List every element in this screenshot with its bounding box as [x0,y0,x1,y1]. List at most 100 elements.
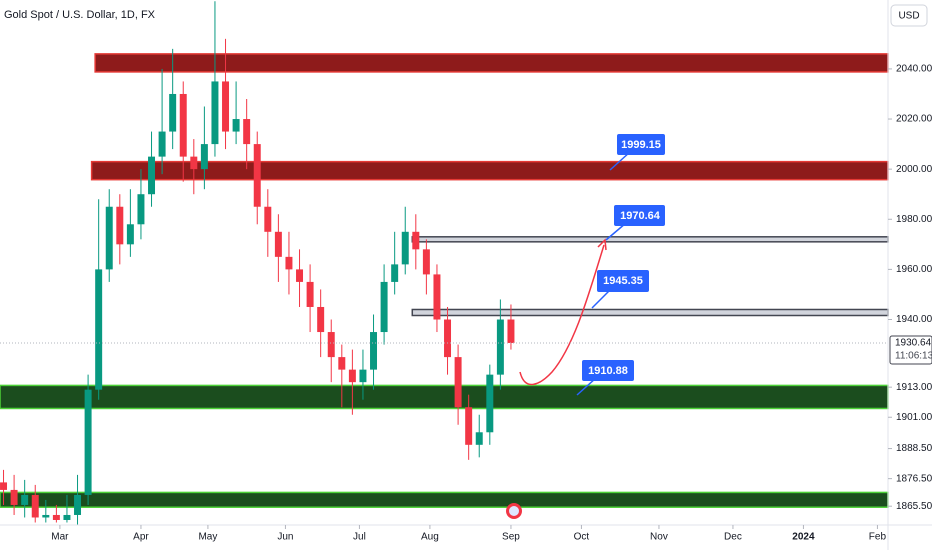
y-tick-label: 1913.00 [896,382,932,393]
x-tick-label: Jul [353,532,366,543]
candle-body [232,119,240,132]
y-tick-label: 1980.00 [896,214,932,225]
candle-body [486,374,494,433]
y-tick-label: 2000.00 [896,164,932,175]
candle-body [95,269,103,390]
last-price-label: 1930.64 [895,338,932,349]
y-tick-label: 2040.00 [896,64,932,75]
candle-body [380,281,388,333]
y-tick-label: 1876.50 [896,473,932,484]
candle-body [444,319,452,358]
candle-body [359,369,367,383]
candle-body [63,514,71,520]
candle-body [401,231,409,265]
callout-text: 1970.64 [620,210,661,222]
candle-body [52,514,60,520]
currency-label[interactable]: USD [898,11,919,22]
candle-body [285,256,293,270]
candle-body [327,332,335,358]
candle-body [169,93,177,132]
x-tick-label: Mar [51,532,69,543]
candle-body [264,206,272,232]
price-zone [94,53,889,73]
candle-body [496,319,504,375]
candle-body [306,281,314,307]
candle-body [116,206,124,245]
candle-body [222,81,230,132]
candle-body [126,224,134,245]
callout-box [597,270,649,292]
candle-body [412,231,420,250]
callout: 1970.64 [605,205,665,241]
callout: 1945.35 [591,270,649,309]
callout-box [617,134,665,155]
callout: 1999.15 [609,134,665,171]
x-tick-label: Feb [869,532,887,543]
candle-body [148,156,156,195]
event-icon-inner [509,506,519,516]
projection-arrowhead [597,238,607,251]
y-tick-label: 1865.50 [896,501,932,512]
x-tick-label: Apr [133,532,149,543]
currency-button[interactable] [890,4,928,27]
y-tick-label: 2020.00 [896,114,932,125]
candle-body [253,144,261,207]
last-price-box [889,335,932,365]
candle-body [74,494,82,515]
candle-body [296,269,304,282]
candle-body [42,514,50,518]
candle-body [190,156,198,170]
countdown-label: 11:06:13 [895,351,932,362]
candle-body [200,144,208,170]
candle-body [211,81,219,145]
candle-body [84,389,92,495]
y-tick-label: 1960.00 [896,264,932,275]
candle-body [317,306,325,333]
x-tick-label: Aug [421,532,439,543]
callout-box [582,360,634,381]
candle-body [105,206,113,270]
candle-body [179,93,187,157]
callout-text: 1999.15 [621,139,661,151]
y-tick-label: 1940.00 [896,314,932,325]
candle-body [454,357,462,408]
callout-pointer [591,289,611,309]
symbol-title: Gold Spot / U.S. Dollar, 1D, FX [4,9,156,21]
candles [0,1,515,525]
candle-body [475,432,483,445]
x-tick-label: Oct [574,532,590,543]
candle-body [348,369,356,383]
candle-body [21,494,29,505]
price-zone [90,160,889,181]
x-tick-label: 2024 [792,532,815,543]
x-tick-label: Nov [650,532,668,543]
price-zone [0,491,889,508]
price-zone [411,308,889,317]
candle-body [158,131,166,157]
candle-body [391,264,399,282]
candle-body [137,194,145,225]
candle-body [422,249,430,275]
y-tick-label: 1901.00 [896,412,932,423]
x-tick-label: Jun [277,532,293,543]
y-tick-label: 1888.50 [896,443,932,454]
candle-body [274,231,282,257]
candle-body [10,489,18,505]
candle-body [433,274,441,320]
candle-body [31,494,39,518]
callout-text: 1910.88 [588,365,628,377]
candle-body [507,319,515,343]
x-tick-label: Sep [502,532,520,543]
x-tick-label: May [198,532,217,543]
price-zone [0,384,889,410]
x-tick-label: Dec [724,532,742,543]
callout: 1910.88 [576,360,634,396]
projection-curve [519,244,605,386]
callout-box [614,205,665,226]
price-zone [411,236,889,243]
candle-body [338,357,346,370]
callout-text: 1945.35 [603,275,643,287]
